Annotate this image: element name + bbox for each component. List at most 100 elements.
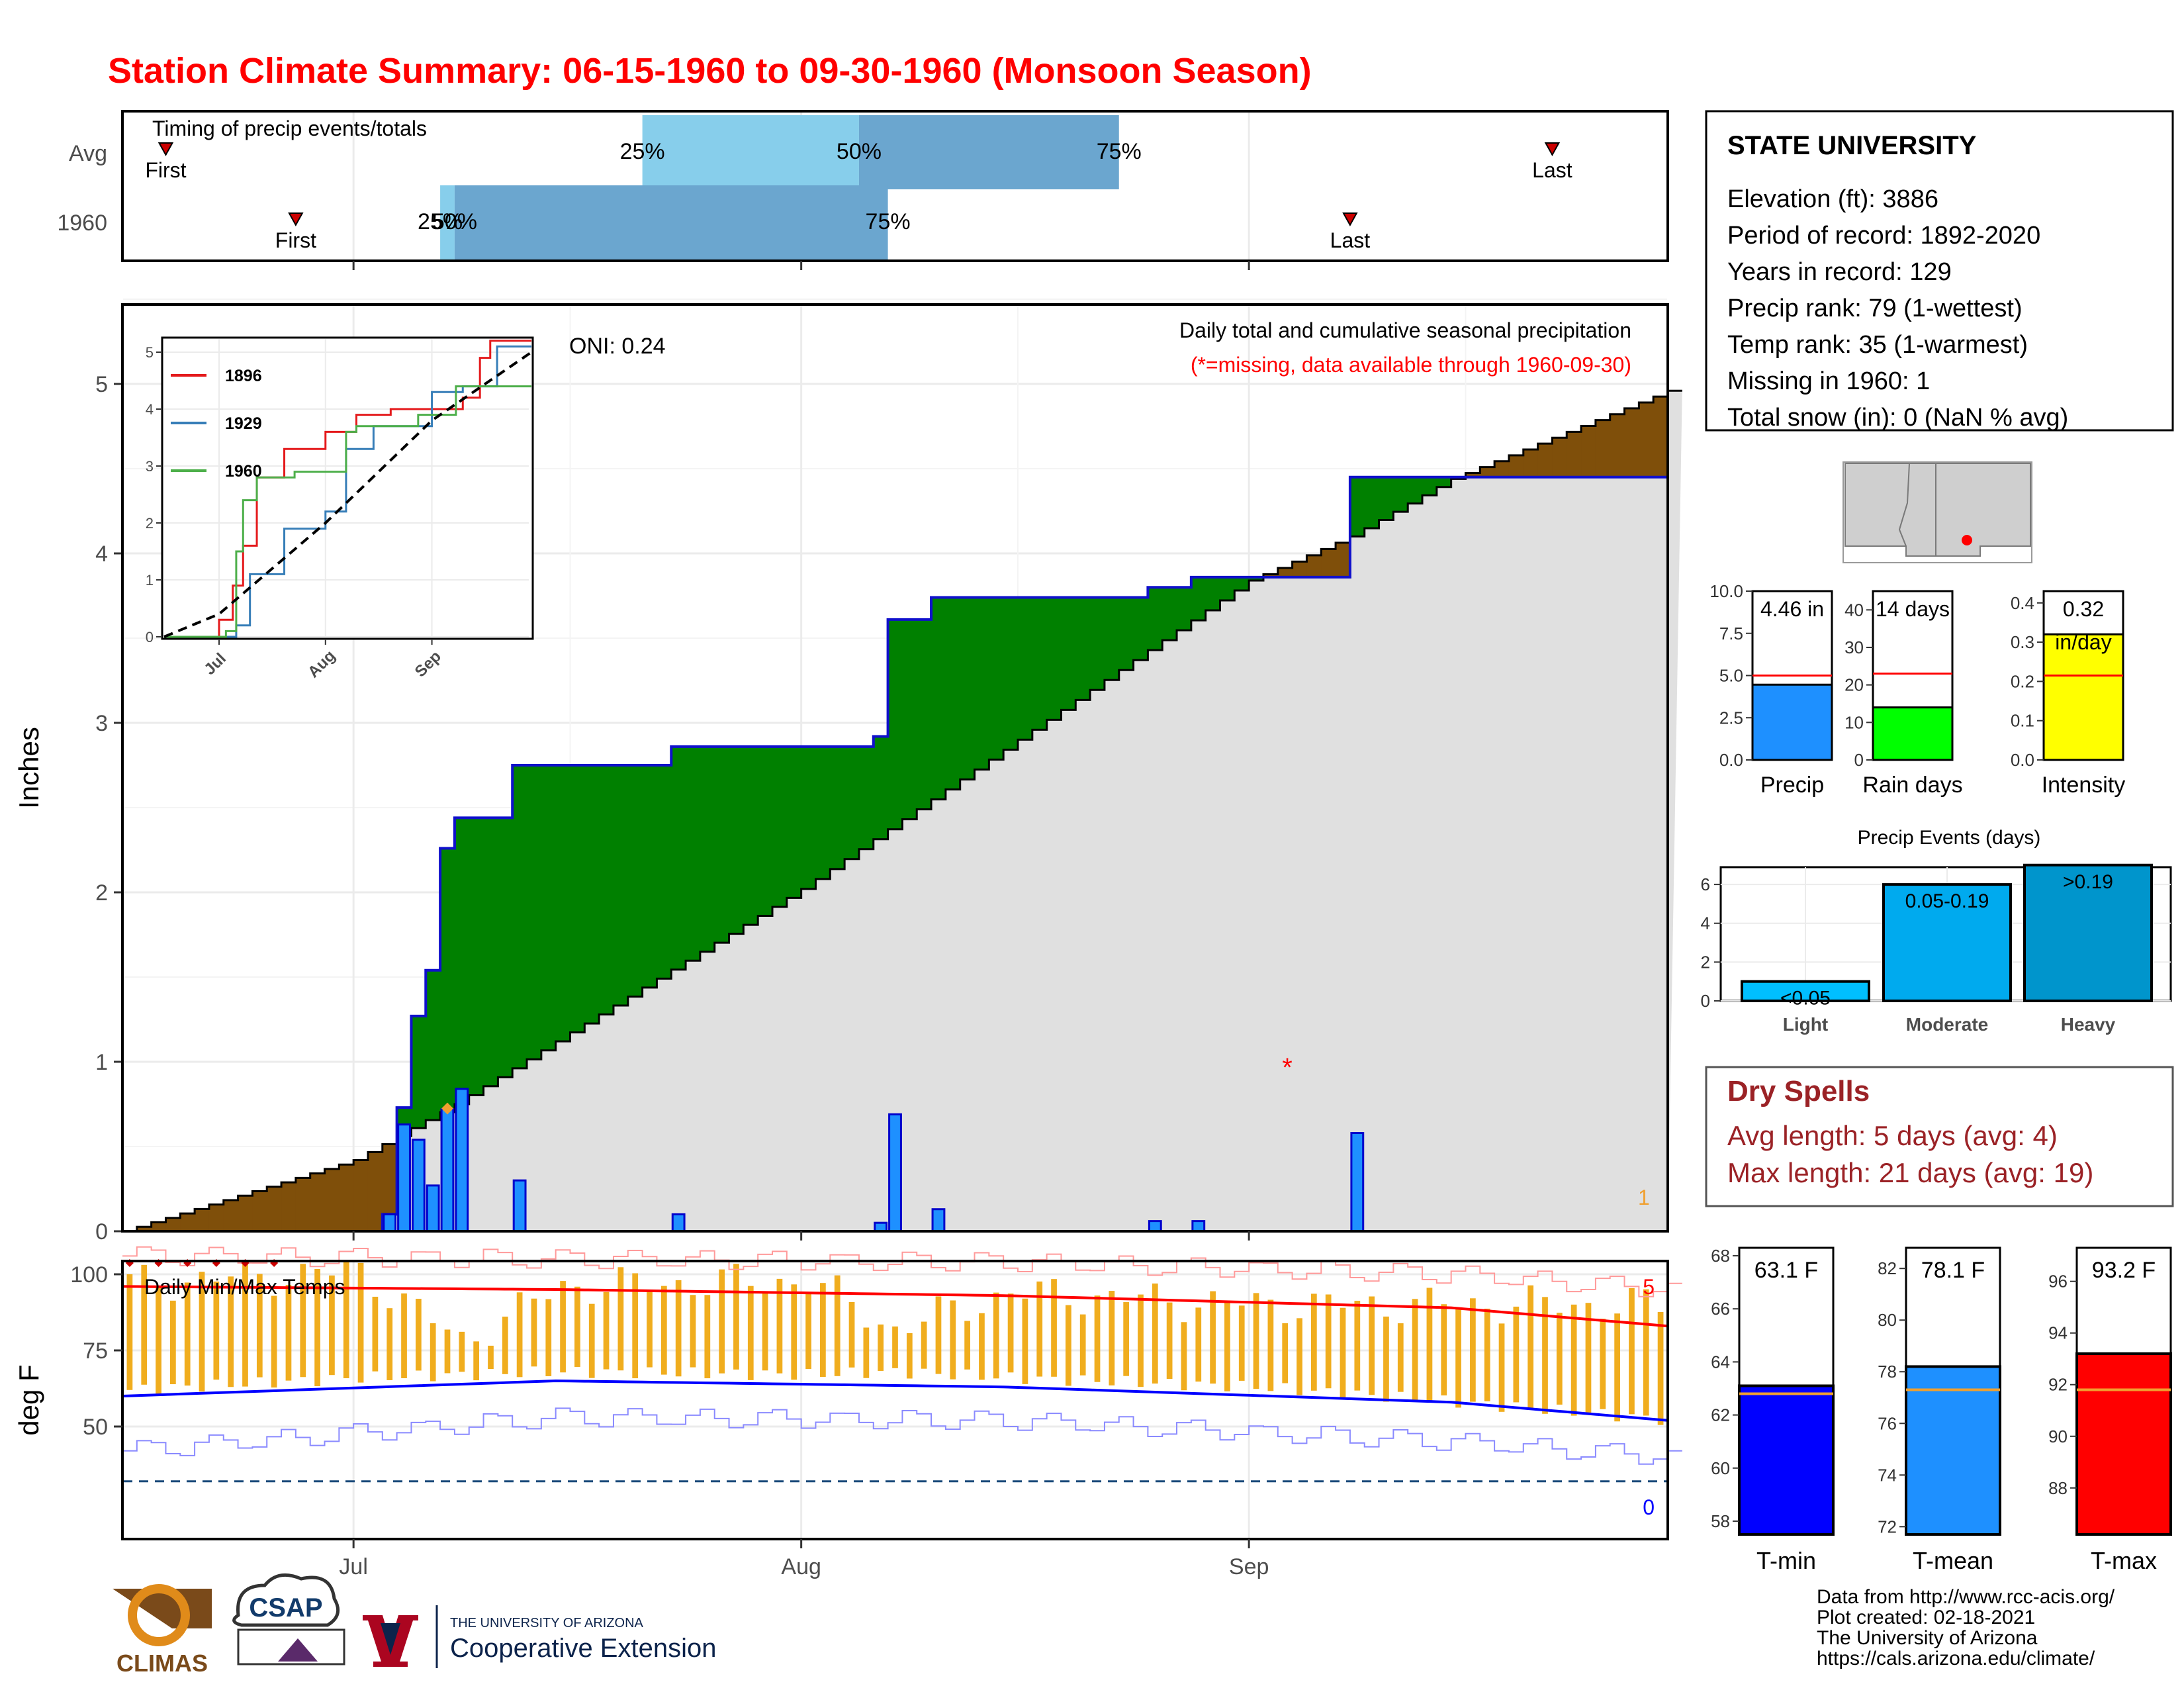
deficit-band: [382, 1144, 398, 1215]
daily-temp-bar: [502, 1316, 508, 1374]
seasonal-total-bars: 4.46 in 0.0 2.5 5.0 7.5 10.0 Precip 14 days 0 10 2…: [1709, 581, 2125, 798]
footer-line-1: Data from http://www.rcc-acis.org/: [1817, 1586, 2115, 1608]
x-tick-label-jul: Jul: [339, 1554, 367, 1579]
daily-temp-bar: [488, 1345, 494, 1369]
surplus-band: [1061, 597, 1076, 710]
temp-mini-bar-ytick-label: 90: [2048, 1427, 2068, 1446]
daily-temp-bar: [1340, 1307, 1346, 1400]
daily-temp-range-bars: [126, 1261, 1664, 1425]
timing-bar-q25-q50: [440, 185, 455, 259]
mini-bar-label: Rain days: [1862, 773, 1962, 798]
daily-temp-bar: [762, 1291, 768, 1371]
daily-temp-bar: [473, 1341, 480, 1381]
surplus-band: [815, 746, 831, 879]
max-day-marker: [441, 1102, 454, 1115]
daily-temp-bar: [1166, 1302, 1173, 1380]
mini-bar-value-text: 4.46 in: [1760, 597, 1824, 621]
surplus-band: [512, 765, 527, 1068]
daily-temp-bar: [300, 1264, 306, 1378]
daily-temp-bar: [1310, 1293, 1317, 1391]
record-low-count: 0: [1643, 1495, 1655, 1519]
inset-line-1960: [164, 385, 531, 638]
surplus-band: [1162, 587, 1177, 641]
surplus-band: [686, 746, 701, 961]
daily-temp-bar: [1036, 1281, 1043, 1377]
daily-temp-bar: [1079, 1314, 1086, 1376]
timing-bar-q50-q75: [858, 115, 1119, 189]
surplus-band: [1220, 577, 1235, 601]
surplus-band: [931, 597, 946, 800]
deficit-band: [165, 1217, 181, 1231]
daily-temp-bar: [1066, 1305, 1071, 1386]
precip-events-chart: Precip Events (days) 0 2 4 6 <0.05 Light 0.05-0…: [1701, 827, 2172, 1035]
daily-temp-bar: [516, 1292, 523, 1378]
daily-temp-bar: [228, 1276, 234, 1387]
timing-row-label-avg: Avg: [69, 141, 107, 166]
timing-bar-q50-q75: [454, 185, 888, 259]
daily-temp-bar: [675, 1280, 682, 1377]
deficit-band: [1610, 414, 1625, 477]
csap-mountain: [278, 1638, 318, 1662]
daily-temp-bar: [805, 1293, 811, 1369]
timing-bars: [440, 115, 1119, 259]
deficit-band: [1306, 555, 1322, 577]
daily-temp-bar: [1412, 1299, 1418, 1402]
daily-temp-bar: [415, 1299, 422, 1371]
surplus-band: [758, 746, 773, 916]
timing-pct-label-1: 50%: [432, 209, 477, 234]
daily-temp-bar: [632, 1273, 639, 1379]
deficit-band: [1494, 461, 1510, 477]
daily-temp-bar: [1022, 1298, 1028, 1384]
daily-temp-bar: [314, 1268, 320, 1387]
timing-pct-label-2: 75%: [866, 209, 911, 234]
deficit-band: [1465, 473, 1480, 477]
dry-spells-box: Dry Spells Avg length: 5 days (avg: 4) M…: [1705, 1066, 2174, 1207]
deficit-band: [1508, 455, 1524, 477]
surplus-band: [440, 848, 455, 1113]
daily-temp-bar: [1109, 1291, 1115, 1385]
mini-bar-label: Precip: [1760, 773, 1824, 798]
dry-spells-title: Dry Spells: [1727, 1075, 1870, 1107]
mini-bar-ytick-label: 0.0: [2011, 750, 2034, 770]
daily-temp-bar: [935, 1296, 942, 1374]
daily-temp-bar: [1253, 1293, 1259, 1389]
daily-temp-bar: [126, 1274, 133, 1390]
surplus-band: [1090, 597, 1105, 690]
daily-temp-bar: [848, 1301, 855, 1368]
daily-precip-bar: [440, 1108, 455, 1233]
footer: Data from http://www.rcc-acis.org/ Plot …: [1817, 1586, 2115, 1669]
deficit-band: [295, 1178, 311, 1231]
daily-temp-bar: [747, 1286, 754, 1380]
dry-spells-avg: Avg length: 5 days (avg: 4): [1727, 1120, 2058, 1151]
temp-mini-bar-ytick-label: 80: [1878, 1310, 1897, 1330]
daily-precip-bar: [426, 1184, 440, 1233]
surplus-band: [671, 746, 686, 970]
surplus-band: [642, 765, 657, 988]
surplus-band: [1032, 597, 1048, 730]
daily-temp-bar: [1614, 1313, 1620, 1422]
inset-legend-label: 1929: [225, 414, 262, 433]
events-ytick-label: 2: [1701, 952, 1710, 972]
daily-temp-bar: [979, 1313, 985, 1380]
surplus-band: [584, 765, 600, 1024]
timing-pct-label-1: 50%: [837, 139, 882, 164]
surplus-band: [599, 765, 614, 1015]
daily-temp-bar: [1195, 1307, 1202, 1382]
daily-temp-bar: [1556, 1313, 1563, 1405]
daily-temp-bar: [1094, 1295, 1101, 1382]
daily-temp-bar: [1527, 1285, 1534, 1409]
surplus-band: [1249, 577, 1264, 581]
daily-temp-bar: [401, 1293, 407, 1378]
daily-temp-bar: [1224, 1301, 1230, 1391]
inset-ytick-label: 4: [146, 401, 154, 418]
daily-temp-bar: [820, 1283, 826, 1377]
surplus-band: [917, 619, 932, 810]
daily-temp-bar: [704, 1295, 711, 1379]
daily-precip-bar: [1191, 1220, 1206, 1233]
daily-temp-bar: [776, 1278, 783, 1374]
daily-temp-bar: [430, 1323, 436, 1382]
station-elevation: Elevation (ft): 3886: [1727, 185, 1938, 213]
daily-precip-bar: [512, 1179, 527, 1233]
mini-bar-value: [2042, 633, 2124, 761]
